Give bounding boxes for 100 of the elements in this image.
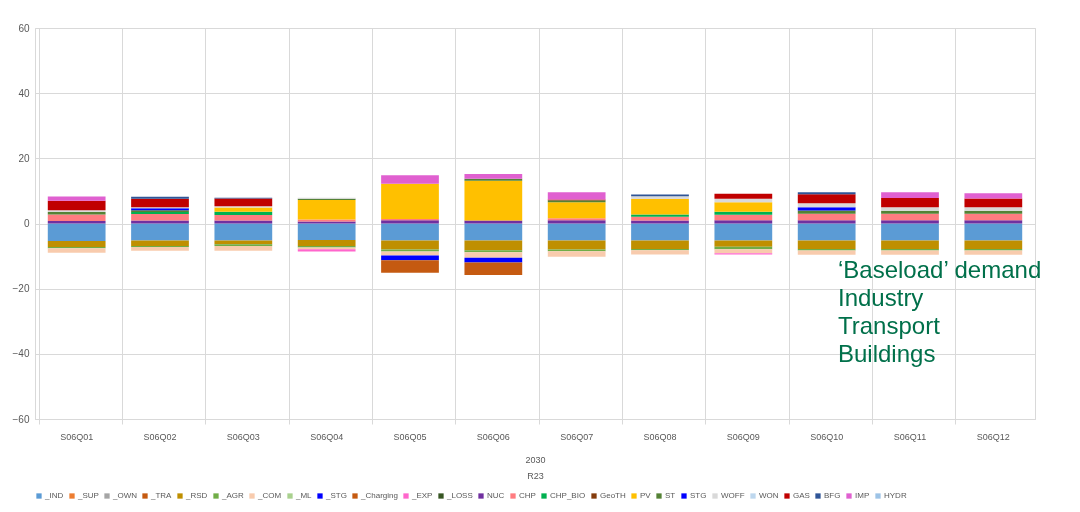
y-tick-label: 40: [18, 87, 30, 99]
bar: [714, 202, 773, 212]
annotation: Transport: [838, 312, 941, 340]
bar: [131, 240, 189, 246]
legend-label: _AGR: [221, 491, 245, 500]
bar: [131, 246, 189, 251]
bar: [881, 198, 939, 208]
bar: [547, 223, 606, 241]
legend-label: PV: [640, 491, 652, 500]
legend-label: NUC: [487, 491, 505, 500]
y-tick-label: −40: [12, 348, 30, 360]
bar: [797, 223, 856, 241]
bar: [881, 223, 939, 241]
bar: [214, 207, 273, 212]
legend-label: WOFF: [721, 491, 745, 500]
bar: [464, 180, 523, 221]
legend-label: _IND: [44, 491, 64, 500]
x-tick-label: S06Q11: [893, 431, 927, 442]
bar: [631, 214, 689, 217]
bar: [714, 211, 773, 215]
bar: [47, 214, 106, 221]
bar: [381, 175, 439, 184]
x-tick-label: S06Q02: [143, 431, 177, 442]
bar: [381, 183, 439, 219]
legend-label: _LOSS: [446, 491, 473, 500]
legend-label: GAS: [793, 491, 810, 500]
legend-label: _TRA: [150, 491, 173, 500]
bar: [297, 200, 356, 220]
bar: [47, 200, 106, 211]
legend-label: WON: [759, 491, 779, 500]
bar: [464, 173, 523, 179]
bar: [214, 198, 273, 207]
bar: [964, 220, 1023, 224]
legend-label: HYDR: [884, 491, 907, 500]
y-tick-label: 0: [23, 218, 30, 229]
bar: [214, 240, 273, 245]
legend-label: ST: [665, 491, 676, 500]
legend-label: _ML: [295, 491, 313, 500]
bar: [631, 199, 689, 215]
bar: [47, 241, 106, 247]
x-tick-label: S06Q01: [60, 431, 94, 442]
bar: [47, 196, 106, 201]
legend-label: CHP: [519, 491, 536, 500]
bar: [797, 250, 856, 255]
legend-label: _OWN: [112, 491, 138, 500]
legend-label: _COM: [257, 491, 282, 500]
bar: [714, 240, 773, 247]
y-tick-label: 20: [18, 152, 30, 164]
legend-label: _RSD: [185, 491, 208, 500]
bar: [797, 203, 856, 208]
x-axis-title: 2030 R23: [525, 454, 546, 481]
bar: [631, 223, 689, 241]
bar: [797, 194, 856, 204]
bar: [631, 240, 689, 249]
bar: [547, 202, 606, 219]
bar: [631, 220, 689, 224]
bar: [464, 262, 523, 275]
y-tick-label: −20: [12, 283, 30, 295]
bar: [631, 216, 689, 221]
bar: [381, 240, 439, 250]
bar: [547, 240, 606, 250]
x-tick-label: S06Q08: [643, 431, 677, 442]
bar: [547, 192, 606, 200]
bar: [464, 252, 523, 258]
bar: [381, 223, 439, 241]
x-tick-label: S06Q07: [560, 431, 594, 442]
bar: [131, 220, 189, 224]
bar: [47, 223, 106, 242]
bar: [797, 213, 856, 221]
bar: [881, 240, 939, 249]
x-tick-label: S06Q09: [726, 431, 760, 442]
legend-label: BFG: [824, 491, 841, 500]
bar: [881, 192, 939, 199]
bar: [47, 248, 106, 253]
bar: [964, 198, 1023, 208]
bar: [797, 240, 856, 249]
bar: [464, 257, 523, 263]
legend-label: STG: [690, 491, 707, 500]
legend-label: GeoTH: [600, 491, 627, 500]
y-tick-label: −60: [12, 413, 30, 425]
bar: [964, 250, 1023, 255]
bar: [964, 213, 1023, 221]
bar: [131, 214, 189, 221]
x-tick-label: S06Q05: [393, 431, 427, 442]
bar: [881, 250, 939, 255]
x-tick-label: S06Q04: [310, 431, 344, 442]
bar: [964, 223, 1023, 241]
bar: [214, 211, 273, 216]
annotation: Buildings: [838, 340, 937, 368]
bar: [714, 193, 773, 199]
bar: [631, 250, 689, 255]
bar: [881, 220, 939, 224]
x-tick-label: S06Q10: [810, 431, 844, 442]
legend-label: _Charging: [360, 491, 398, 500]
legend-label: IMP: [855, 491, 870, 500]
bar: [381, 255, 439, 261]
bar: [464, 240, 523, 251]
legend-label: CHP_BIO: [550, 491, 586, 500]
legend-label: _SUP: [77, 491, 99, 500]
bar: [214, 245, 273, 251]
